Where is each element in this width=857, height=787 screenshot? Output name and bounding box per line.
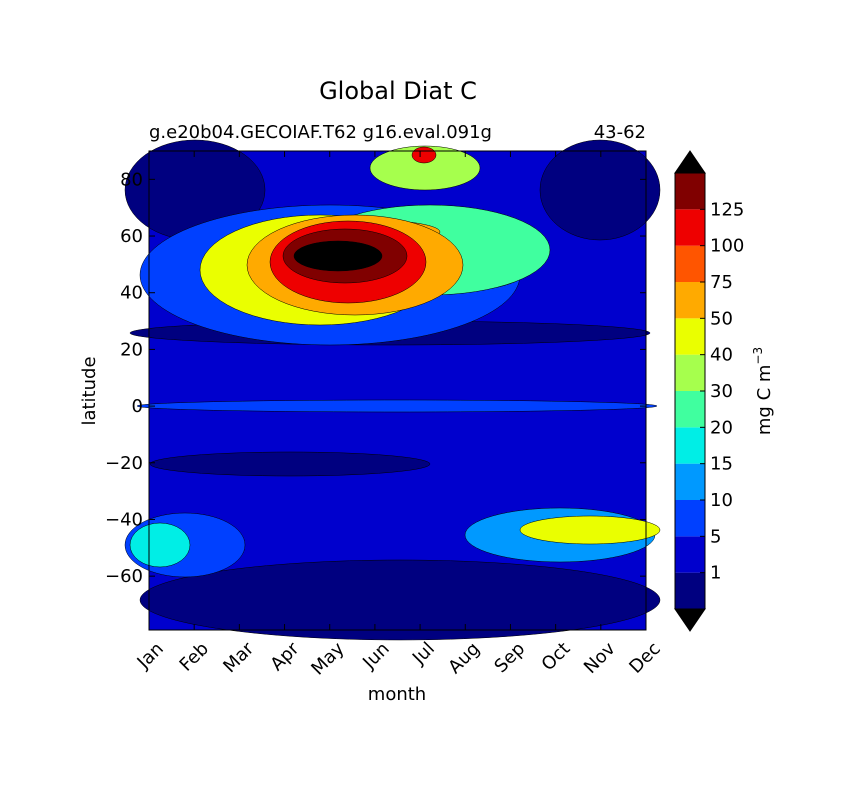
y-axis-label: latitude (79, 356, 100, 425)
colorbar-tick-label: 20 (710, 417, 733, 438)
chart-subtitle-right: 43-62 (594, 122, 646, 143)
y-tick-label: 0 (132, 396, 143, 417)
contour-region (293, 240, 383, 272)
colorbar-tick-label: 10 (710, 490, 733, 511)
x-tick-label: Jun (358, 638, 393, 673)
colorbar-tick-label: 75 (710, 272, 733, 293)
contour-region (411, 146, 437, 164)
contour-region (139, 559, 661, 641)
colorbar-tick-label: 15 (710, 454, 733, 475)
x-tick-label: Jan (133, 638, 168, 673)
colorbar-tick-label: 5 (710, 526, 721, 547)
colorbar-tick-label: 1 (710, 563, 721, 584)
colorbar-segment (675, 391, 705, 428)
colorbar-tick-label: 100 (710, 236, 744, 257)
colorbar-label-exponent: −3 (751, 347, 765, 365)
x-tick-label: May (307, 638, 348, 679)
x-tick-label: Feb (176, 638, 213, 675)
y-tick-label: 80 (120, 169, 143, 190)
x-axis-label: month (368, 684, 426, 705)
colorbar-tick-label: 125 (710, 199, 744, 220)
chart-subtitle-left: g.e20b04.GECOIAF.T62 g16.eval.091g (149, 122, 492, 143)
y-tick-label: −60 (105, 566, 143, 587)
colorbar-label-text: mg C m (754, 365, 775, 436)
contour-region (136, 399, 658, 413)
contour-region (149, 451, 431, 477)
x-tick-label: Oct (538, 638, 575, 675)
colorbar-segment (675, 318, 705, 355)
y-axis: 80 60 40 20 0 −20 −40 −60 (105, 169, 646, 587)
x-tick-label: Sep (490, 638, 529, 677)
colorbar-segment (675, 463, 705, 500)
contour-region (369, 145, 481, 191)
colorbar-segment (675, 354, 705, 391)
colorbar-tick-label: 30 (710, 381, 733, 402)
plot-area (124, 139, 661, 641)
y-tick-label: 20 (120, 339, 143, 360)
x-tick-label: Jul (408, 638, 439, 669)
x-tick-label: Dec (625, 638, 664, 677)
x-tick-label: Nov (580, 638, 620, 678)
chart-title: Global Diat C (319, 77, 477, 105)
colorbar-segment (675, 427, 705, 464)
x-tick-label: Aug (444, 638, 484, 678)
x-tick-label: Mar (219, 638, 258, 677)
x-tick-label: Apr (266, 638, 303, 675)
y-tick-label: −40 (105, 509, 143, 530)
colorbar-extend-max (674, 150, 706, 174)
colorbar-tick-label: 50 (710, 308, 733, 329)
colorbar-segment (675, 282, 705, 319)
colorbar-segment (675, 209, 705, 246)
y-tick-label: 60 (120, 226, 143, 247)
colorbar-segment (675, 245, 705, 282)
y-tick-label: −20 (105, 453, 143, 474)
colorbar-segment (675, 173, 705, 210)
contour-region (519, 515, 661, 545)
colorbar-segment (675, 572, 705, 609)
colorbar-segment (675, 536, 705, 573)
contour-region (129, 522, 191, 568)
plot-frame (148, 150, 647, 631)
colorbar-label: mg C m−3 (751, 347, 775, 435)
colorbar-segment (675, 500, 705, 537)
colorbar-extend-min (674, 608, 706, 632)
contour-region (539, 139, 661, 241)
y-tick-label: 40 (120, 283, 143, 304)
colorbar-tick-label: 40 (710, 345, 733, 366)
